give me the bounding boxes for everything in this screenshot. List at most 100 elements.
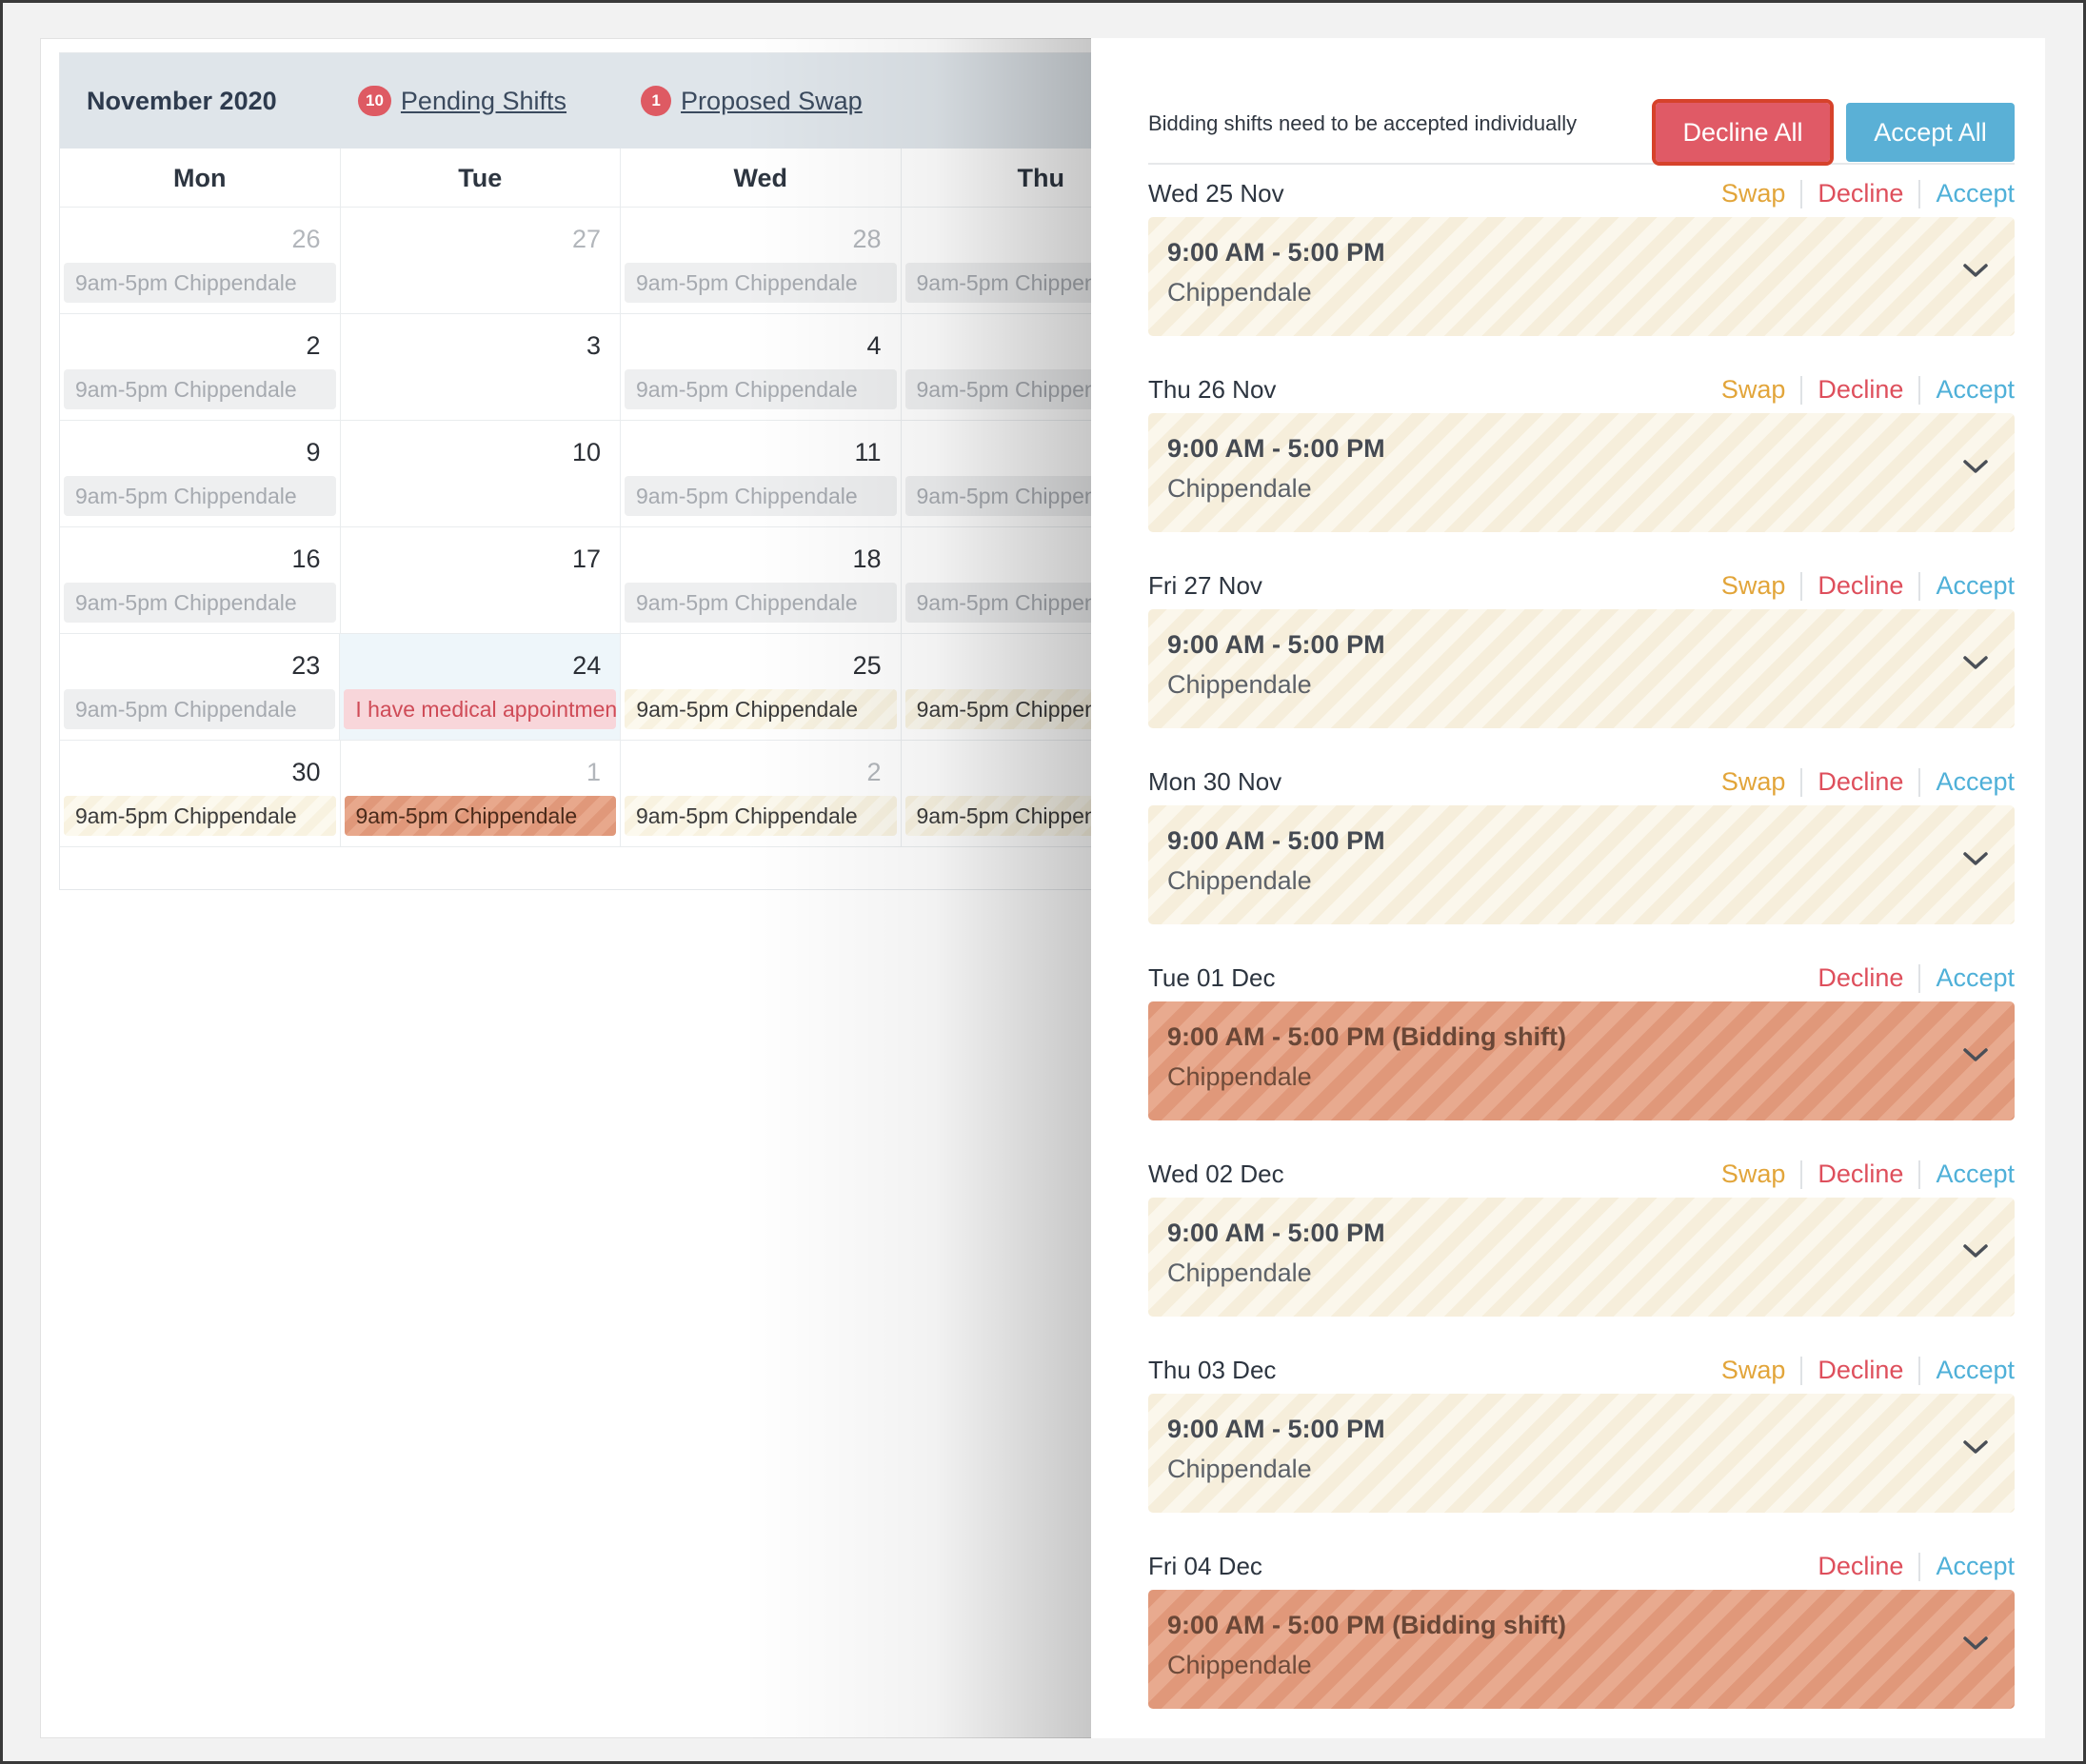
calendar-shift[interactable]: 9am-5pm Chippendale bbox=[344, 796, 616, 836]
bidding-note: Bidding shifts need to be accepted indiv… bbox=[1148, 111, 1578, 135]
swap-button[interactable]: Swap bbox=[1720, 767, 1786, 796]
swap-button[interactable]: Swap bbox=[1720, 375, 1786, 404]
accept-button[interactable]: Accept bbox=[1936, 963, 2015, 992]
swap-button[interactable]: Swap bbox=[1720, 571, 1786, 600]
calendar-shift[interactable]: 9am-5pm Chippendale bbox=[625, 369, 897, 409]
weekday-header: Mon bbox=[60, 149, 341, 207]
shift-card[interactable]: 9:00 AM - 5:00 PM Chippendale bbox=[1148, 217, 2015, 336]
calendar-day[interactable]: 23 9am-5pm Chippendale bbox=[60, 634, 341, 740]
shift-time: 9:00 AM - 5:00 PM (Bidding shift) bbox=[1167, 1611, 1567, 1639]
chevron-down-icon[interactable] bbox=[1961, 261, 1990, 280]
panel-toolbar: Bidding shifts need to be accepted indiv… bbox=[1148, 69, 2015, 166]
action-divider bbox=[1918, 375, 1921, 405]
decline-button[interactable]: Decline bbox=[1818, 1159, 1904, 1188]
calendar-day[interactable]: 9 9am-5pm Chippendale bbox=[60, 421, 341, 526]
decline-all-button[interactable]: Decline All bbox=[1652, 99, 1834, 166]
accept-button[interactable]: Accept bbox=[1936, 375, 2015, 404]
accept-button[interactable]: Accept bbox=[1936, 571, 2015, 600]
calendar-shift[interactable]: 9am-5pm Chippendale bbox=[625, 689, 897, 729]
bidding-shift-card[interactable]: 9:00 AM - 5:00 PM (Bidding shift) Chippen… bbox=[1148, 1001, 2015, 1120]
swap-button[interactable]: Swap bbox=[1720, 1356, 1786, 1384]
accept-all-button[interactable]: Accept All bbox=[1846, 103, 2015, 162]
calendar-shift[interactable]: 9am-5pm Chippendale bbox=[64, 796, 336, 836]
accept-button[interactable]: Accept bbox=[1936, 1552, 2015, 1580]
calendar-day[interactable]: 26 9am-5pm Chippendale bbox=[60, 208, 341, 313]
calendar-day[interactable]: 1 9am-5pm Chippendale bbox=[341, 741, 621, 846]
calendar-shift[interactable]: 9am-5pm Chippendale bbox=[625, 796, 897, 836]
proposed-swap-link[interactable]: 1 Proposed Swap bbox=[641, 86, 863, 116]
calendar-shift[interactable]: 9am-5pm Chippendale bbox=[625, 476, 897, 516]
calendar-shift[interactable]: 9am-5pm Chippendale bbox=[64, 689, 336, 729]
shift-actions: Swap Decline Accept bbox=[1721, 179, 2015, 208]
panel-shadow bbox=[743, 38, 1091, 1738]
calendar-day[interactable]: 10 bbox=[341, 421, 621, 526]
pending-shifts-label[interactable]: Pending Shifts bbox=[400, 86, 567, 115]
calendar-day[interactable]: 16 9am-5pm Chippendale bbox=[60, 527, 341, 633]
calendar-shift[interactable]: 9am-5pm Chippendale bbox=[625, 263, 897, 303]
calendar-note[interactable]: I have medical appointment bbox=[344, 689, 617, 729]
chevron-down-icon[interactable] bbox=[1961, 1437, 1990, 1457]
pending-shifts-link[interactable]: 10 Pending Shifts bbox=[358, 86, 566, 116]
calendar-shift[interactable]: 9am-5pm Chippendale bbox=[64, 583, 336, 623]
decline-button[interactable]: Decline bbox=[1818, 1552, 1904, 1580]
shift-card[interactable]: 9:00 AM - 5:00 PM Chippendale bbox=[1148, 1394, 2015, 1513]
shift-card[interactable]: 9:00 AM - 5:00 PM Chippendale bbox=[1148, 609, 2015, 728]
calendar-shift[interactable]: 9am-5pm Chippendale bbox=[64, 369, 336, 409]
shift-date: Thu 26 Nov bbox=[1148, 375, 1277, 404]
shift-group: Fri 27 Nov Swap Decline Accept 9:00 AM - 5:0… bbox=[1148, 562, 2015, 728]
calendar-day[interactable]: 289am-5pm Chippendale bbox=[621, 208, 902, 313]
shift-actions: Swap Decline Accept bbox=[1721, 767, 2015, 797]
accept-button[interactable]: Accept bbox=[1936, 767, 2015, 796]
chevron-down-icon[interactable] bbox=[1961, 849, 1990, 868]
calendar-day[interactable]: 189am-5pm Chippendale bbox=[621, 527, 902, 633]
accept-button[interactable]: Accept bbox=[1936, 1159, 2015, 1188]
bidding-shift-card[interactable]: 9:00 AM - 5:00 PM (Bidding shift) Chippen… bbox=[1148, 1590, 2015, 1709]
shift-card[interactable]: 9:00 AM - 5:00 PM Chippendale bbox=[1148, 805, 2015, 924]
day-number: 16 bbox=[291, 545, 321, 573]
decline-button[interactable]: Decline bbox=[1818, 767, 1904, 796]
decline-button[interactable]: Decline bbox=[1818, 1356, 1904, 1384]
chevron-down-icon[interactable] bbox=[1961, 1241, 1990, 1260]
swap-button[interactable]: Swap bbox=[1720, 179, 1786, 208]
chevron-down-icon[interactable] bbox=[1961, 1045, 1990, 1064]
decline-button[interactable]: Decline bbox=[1818, 179, 1904, 208]
calendar-day[interactable]: 119am-5pm Chippendale bbox=[621, 421, 902, 526]
shift-group-header: Fri 27 Nov Swap Decline Accept bbox=[1148, 562, 2015, 609]
calendar-day[interactable]: 259am-5pm Chippendale bbox=[621, 634, 902, 740]
day-number: 28 bbox=[625, 208, 897, 263]
day-number: 1 bbox=[586, 758, 601, 786]
shift-group: Wed 25 Nov Swap Decline Accept 9:00 AM - 5:0… bbox=[1148, 169, 2015, 336]
proposed-swap-label[interactable]: Proposed Swap bbox=[681, 86, 863, 115]
calendar-day[interactable]: 3 bbox=[341, 314, 621, 420]
calendar-day[interactable]: 49am-5pm Chippendale bbox=[621, 314, 902, 420]
shift-time: 9:00 AM - 5:00 PM bbox=[1167, 1219, 1385, 1247]
calendar-day[interactable]: 27 bbox=[341, 208, 621, 313]
shift-group-header: Thu 03 Dec Swap Decline Accept bbox=[1148, 1346, 2015, 1394]
calendar-shift[interactable]: 9am-5pm Chippendale bbox=[64, 476, 336, 516]
day-number: 2 bbox=[625, 741, 897, 796]
month-title: November 2020 bbox=[87, 86, 277, 115]
swap-count-badge: 1 bbox=[641, 86, 672, 116]
decline-button[interactable]: Decline bbox=[1818, 571, 1904, 600]
shift-card[interactable]: 9:00 AM - 5:00 PM Chippendale bbox=[1148, 413, 2015, 532]
day-number: 27 bbox=[571, 225, 601, 253]
shift-location: Chippendale bbox=[1167, 1062, 1312, 1091]
calendar-shift[interactable]: 9am-5pm Chippendale bbox=[625, 583, 897, 623]
accept-button[interactable]: Accept bbox=[1936, 179, 2015, 208]
calendar-shift[interactable]: 9am-5pm Chippendale bbox=[64, 263, 336, 303]
swap-button[interactable]: Swap bbox=[1720, 1159, 1786, 1188]
calendar-day-today[interactable]: 24 I have medical appointment bbox=[340, 634, 622, 740]
day-number: 11 bbox=[625, 421, 897, 476]
calendar-day[interactable]: 17 bbox=[341, 527, 621, 633]
decline-button[interactable]: Decline bbox=[1818, 375, 1904, 404]
accept-button[interactable]: Accept bbox=[1936, 1356, 2015, 1384]
calendar-day[interactable]: 30 9am-5pm Chippendale bbox=[60, 741, 341, 846]
chevron-down-icon[interactable] bbox=[1961, 1634, 1990, 1653]
chevron-down-icon[interactable] bbox=[1961, 457, 1990, 476]
shift-card[interactable]: 9:00 AM - 5:00 PM Chippendale bbox=[1148, 1198, 2015, 1317]
chevron-down-icon[interactable] bbox=[1961, 653, 1990, 672]
decline-button[interactable]: Decline bbox=[1818, 963, 1904, 992]
shift-time: 9:00 AM - 5:00 PM (Bidding shift) bbox=[1167, 1022, 1567, 1051]
